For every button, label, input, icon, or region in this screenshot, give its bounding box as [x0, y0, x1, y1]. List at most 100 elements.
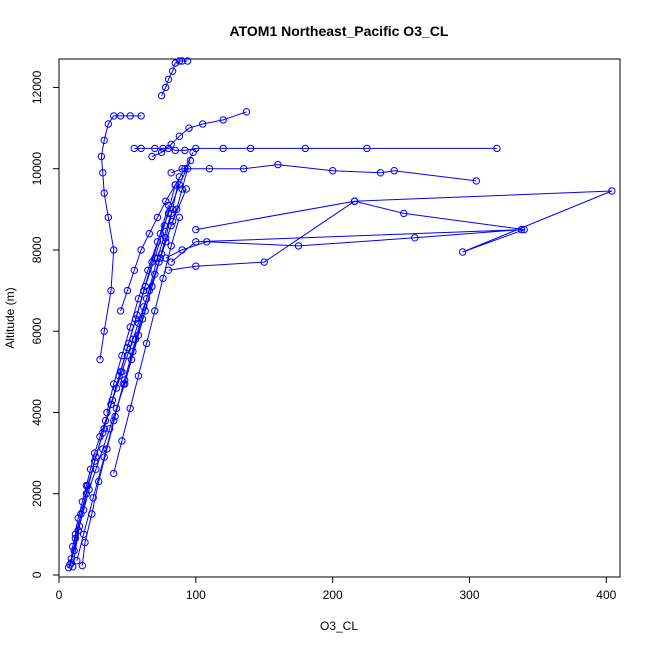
x-tick-label: 200: [323, 588, 343, 602]
x-tick-label: 100: [186, 588, 206, 602]
data-point: [219, 144, 227, 153]
data-point: [89, 494, 97, 502]
data-point: [400, 209, 408, 218]
series-line: [120, 152, 194, 312]
y-axis-label: Altitude (m): [3, 287, 17, 348]
data-point: [71, 534, 80, 543]
data-point: [116, 112, 125, 120]
data-point: [104, 120, 113, 128]
data-point: [175, 132, 184, 140]
data-point: [78, 561, 87, 570]
series-line: [106, 160, 191, 413]
series-line: [171, 164, 477, 182]
data-point: [86, 465, 95, 473]
data-point: [274, 160, 282, 169]
series-line: [165, 229, 522, 263]
data-point: [116, 307, 125, 315]
data-point: [162, 83, 170, 92]
data-point: [131, 335, 140, 343]
x-tick-label: 300: [459, 588, 479, 602]
data-point: [458, 248, 467, 256]
data-point: [137, 112, 145, 120]
data-point: [90, 457, 99, 465]
data-point: [123, 351, 132, 360]
data-point: [185, 124, 193, 132]
x-tick-label: 0: [56, 588, 63, 602]
data-point: [192, 238, 200, 246]
data-point: [111, 412, 119, 421]
data-point: [100, 327, 108, 335]
data-point: [157, 148, 166, 157]
data-point: [157, 91, 166, 100]
data-point: [119, 380, 128, 388]
data-point: [175, 213, 184, 222]
data-point: [181, 146, 189, 155]
y-tick-label: 6000: [30, 318, 44, 345]
data-point: [118, 351, 126, 360]
data-series: [64, 57, 616, 572]
data-point: [192, 262, 200, 270]
data-point: [240, 165, 248, 173]
plot-area: [58, 58, 621, 578]
data-point: [153, 254, 162, 262]
data-point: [126, 404, 134, 413]
data-point: [134, 295, 143, 303]
data-point: [100, 136, 108, 145]
data-point: [123, 286, 132, 295]
data-point: [493, 144, 501, 153]
data-point: [99, 169, 107, 177]
data-point: [107, 400, 115, 408]
data-point: [79, 530, 88, 538]
data-point: [69, 563, 77, 571]
data-point: [92, 453, 100, 461]
data-point: [151, 307, 159, 315]
series-line: [161, 60, 188, 96]
data-point: [164, 75, 173, 84]
data-point: [183, 57, 192, 65]
data-point: [145, 230, 154, 238]
data-point: [175, 181, 184, 189]
data-point: [472, 177, 480, 185]
data-point: [159, 274, 167, 283]
data-point: [97, 152, 106, 161]
data-point: [167, 140, 175, 149]
data-point: [142, 295, 151, 303]
data-point: [167, 258, 175, 266]
data-point: [105, 425, 114, 433]
y-tick-label: 4000: [30, 399, 44, 426]
data-point: [100, 453, 108, 461]
data-point: [118, 437, 126, 445]
data-point: [517, 225, 526, 234]
y-tick-label: 2000: [30, 480, 44, 507]
data-point: [192, 225, 200, 234]
data-point: [168, 67, 177, 75]
data-point: [164, 209, 173, 218]
y-tick-label: 8000: [30, 236, 44, 263]
data-point: [96, 355, 104, 364]
data-point: [175, 57, 184, 65]
series-line: [134, 147, 497, 151]
data-point: [148, 282, 156, 291]
data-point: [134, 372, 143, 380]
data-point: [100, 189, 108, 197]
data-point: [162, 254, 170, 262]
data-point: [121, 376, 129, 384]
x-axis-label: O3_CL: [320, 619, 358, 633]
data-point: [100, 425, 108, 433]
data-point: [294, 242, 303, 250]
data-point: [411, 234, 419, 242]
series-line: [99, 115, 142, 360]
data-point: [108, 396, 117, 404]
data-point: [329, 167, 337, 175]
data-point: [350, 197, 359, 205]
data-point: [82, 490, 91, 498]
data-point: [301, 144, 309, 153]
data-point: [73, 557, 81, 565]
data-point: [199, 120, 207, 128]
data-point: [90, 449, 99, 457]
data-point: [151, 144, 159, 153]
series-line: [76, 213, 172, 561]
x-axis: 0 100 200 300 400: [56, 577, 617, 602]
data-point: [168, 205, 177, 214]
